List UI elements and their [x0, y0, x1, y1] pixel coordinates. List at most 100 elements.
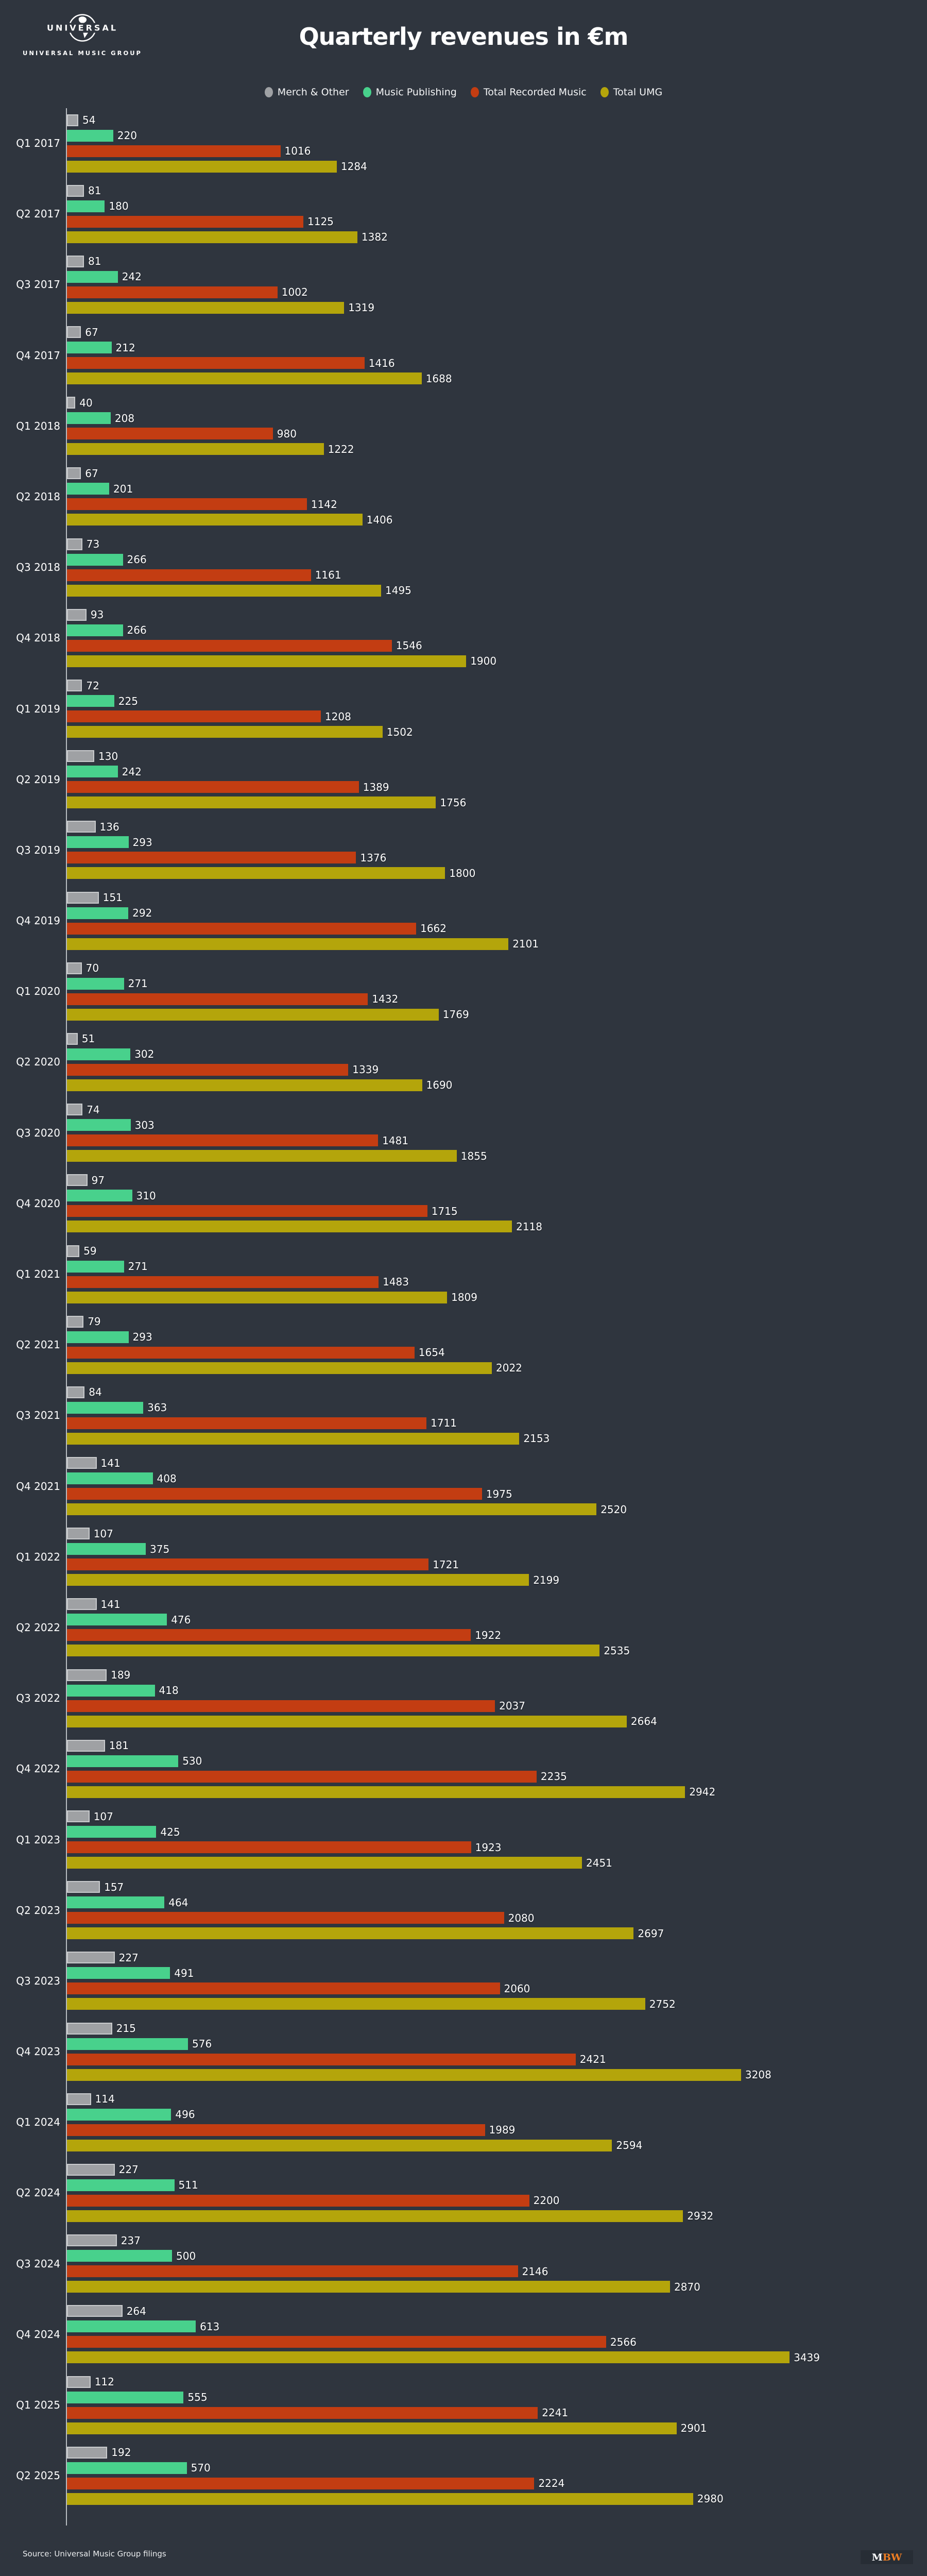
- bar-value-label: 1922: [475, 1629, 502, 1641]
- bar-group: Q3 2021 84 363 1711 2153: [16, 1380, 870, 1451]
- bar-row: 1016: [67, 143, 870, 159]
- bar-row: 1989: [67, 2122, 870, 2138]
- bar-value-label: 1662: [420, 922, 447, 935]
- quarter-label: Q1 2024: [16, 2116, 60, 2129]
- bar-value-label: 491: [174, 1967, 194, 1979]
- bar-row: 464: [67, 1895, 870, 1910]
- bar-row: 1546: [67, 638, 870, 653]
- bar-merch-other: [67, 1457, 97, 1469]
- bar-value-label: 51: [81, 1032, 95, 1045]
- bar-merch-other: [67, 1386, 85, 1398]
- bar-value-label: 242: [122, 765, 142, 778]
- bar-total-recorded-music: [67, 2124, 485, 2136]
- bar-row: 74: [67, 1102, 870, 1117]
- bar-total-umg: [67, 1645, 600, 1657]
- bar-row: 215: [67, 2021, 870, 2036]
- bar-total-umg: [67, 2210, 683, 2222]
- bar-total-recorded-music: [67, 2477, 535, 2489]
- bar-music-publishing: [67, 1614, 167, 1626]
- bar-group: Q3 2020 74 303 1481 1855: [16, 1098, 870, 1168]
- quarter-label: Q3 2024: [16, 2257, 60, 2270]
- bar-value-label: 1721: [433, 1558, 459, 1571]
- bar-value-label: 208: [114, 412, 135, 425]
- bar-group: Q3 2022 189 418 2037 2664: [16, 1663, 870, 1734]
- bar-row: 1975: [67, 1486, 870, 1502]
- bar-group: Q4 2022 181 530 2235 2942: [16, 1734, 870, 1804]
- bar-row: 980: [67, 426, 870, 442]
- bar-row: 1502: [67, 724, 870, 740]
- bar-music-publishing: [67, 1401, 144, 1414]
- bar-value-label: 302: [134, 1048, 154, 1061]
- bar-row: 112: [67, 2374, 870, 2389]
- bar-total-umg: [67, 2281, 670, 2293]
- bar-value-label: 2199: [533, 1573, 560, 1586]
- bar-row: 408: [67, 1471, 870, 1486]
- bar-row: 2199: [67, 1572, 870, 1588]
- bar-total-umg: [67, 1857, 582, 1869]
- mbw-logo: M BW: [861, 2550, 913, 2564]
- bar-value-label: 2101: [512, 938, 539, 951]
- bar-row: 511: [67, 2177, 870, 2193]
- bar-total-umg: [67, 938, 509, 950]
- bar-row: 157: [67, 1879, 870, 1895]
- bar-group: Q3 2017 81 242 1002 1319: [16, 249, 870, 320]
- bar-row: 363: [67, 1400, 870, 1415]
- bar-value-label: 3208: [745, 2069, 771, 2081]
- bar-music-publishing: [67, 2038, 188, 2050]
- bar-row: 107: [67, 1809, 870, 1824]
- bar-row: 181: [67, 1738, 870, 1753]
- bar-row: 496: [67, 2107, 870, 2122]
- bar-merch-other: [67, 608, 87, 621]
- legend-dot-icon: [470, 87, 479, 97]
- bar-total-umg: [67, 1150, 457, 1162]
- quarter-label: Q4 2023: [16, 2045, 60, 2058]
- bar-value-label: 189: [111, 1669, 131, 1682]
- bar-merch-other: [67, 1881, 100, 1893]
- bar-row: 476: [67, 1612, 870, 1628]
- bar-row: 220: [67, 128, 870, 143]
- quarter-label: Q3 2022: [16, 1692, 60, 1705]
- mbw-logo-m: M: [871, 2551, 883, 2563]
- bar-value-label: 292: [132, 907, 152, 920]
- bar-row: 73: [67, 536, 870, 552]
- bar-value-label: 2118: [516, 1220, 542, 1233]
- bar-value-label: 2942: [689, 1786, 716, 1799]
- bar-row: 266: [67, 622, 870, 638]
- bar-value-label: 2752: [649, 1997, 676, 2010]
- bar-row: 3208: [67, 2067, 870, 2082]
- bar-total-recorded-music: [67, 639, 392, 652]
- bar-total-umg: [67, 584, 381, 597]
- bar-value-label: 2451: [586, 1856, 612, 1869]
- quarter-label: Q2 2024: [16, 2187, 60, 2199]
- quarter-label: Q2 2019: [16, 773, 60, 786]
- bar-total-recorded-music: [67, 1276, 379, 1288]
- bar-group: Q2 2025 192 570 2224 2980: [16, 2441, 870, 2511]
- bar-value-label: 266: [127, 624, 147, 637]
- bar-row: 1769: [67, 1007, 870, 1022]
- bar-merch-other: [67, 2163, 115, 2176]
- quarter-label: Q2 2022: [16, 1621, 60, 1634]
- bar-value-label: 1989: [489, 2124, 516, 2137]
- bar-row: 2870: [67, 2279, 870, 2295]
- bar-row: 1284: [67, 159, 870, 174]
- logo-wordmark: UNIVERSAL: [44, 23, 121, 33]
- quarter-label: Q4 2021: [16, 1480, 60, 1493]
- bar-total-umg: [67, 1221, 512, 1233]
- bar-value-label: 1319: [348, 301, 375, 314]
- bar-row: 114: [67, 2091, 870, 2107]
- bar-value-label: 1416: [368, 357, 395, 369]
- bar-row: 2235: [67, 1769, 870, 1784]
- bar-group: Q1 2017 54 220 1016 1284: [16, 108, 870, 179]
- bar-merch-other: [67, 1174, 88, 1187]
- bar-row: 1756: [67, 795, 870, 810]
- bar-row: 97: [67, 1173, 870, 1188]
- bar-value-label: 237: [121, 2234, 141, 2247]
- bar-row: 3439: [67, 2350, 870, 2365]
- bar-row: 1690: [67, 1077, 870, 1093]
- bar-total-recorded-music: [67, 922, 417, 935]
- bar-value-label: 375: [150, 1543, 170, 1555]
- bar-group: Q2 2020 51 302 1339 1690: [16, 1027, 870, 1097]
- bar-total-umg: [67, 1786, 685, 1798]
- source-note: Source: Universal Music Group filings: [23, 2549, 166, 2558]
